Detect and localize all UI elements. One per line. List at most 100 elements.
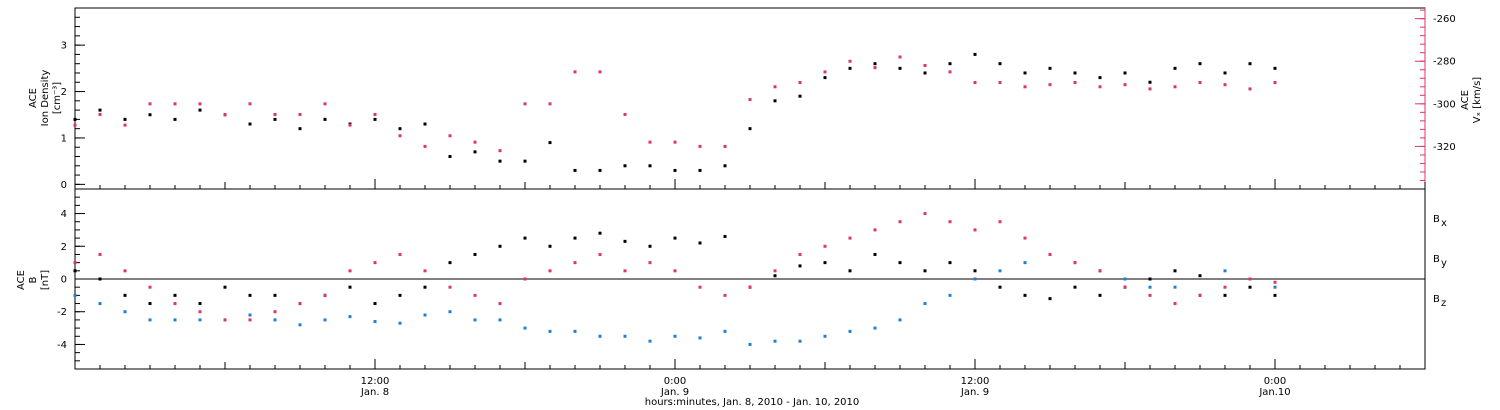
- date-tick-label: Jan. 8: [360, 387, 389, 398]
- By-point: [848, 329, 852, 333]
- Bx-point: [823, 261, 827, 265]
- density-point: [273, 117, 277, 121]
- density-point: [1273, 66, 1277, 70]
- Bx-point: [698, 241, 702, 245]
- density-point: [373, 117, 377, 121]
- density-point: [998, 62, 1002, 66]
- density-tick-label: 2: [61, 87, 67, 98]
- vx-point: [723, 144, 727, 148]
- By-point: [898, 318, 902, 322]
- Bx-point: [598, 231, 602, 235]
- Bx-point: [948, 261, 952, 265]
- By-point: [98, 302, 102, 306]
- time-tick-label: 12:00: [361, 376, 390, 387]
- By-point: [398, 321, 402, 325]
- density-velocity-panel: 0 1 2 3 -260 -280 -300 -320 ACE Ion Density [c…: [28, 7, 1483, 191]
- Bz-point: [73, 261, 77, 265]
- By-point: [923, 302, 927, 306]
- time-tick-label: 12:00: [961, 376, 990, 387]
- density-point: [448, 155, 452, 159]
- bfield-tick-label: -4: [57, 340, 67, 351]
- Bx-point: [773, 274, 777, 278]
- Bz-point: [1073, 261, 1077, 265]
- density-point: [748, 127, 752, 131]
- density-point: [298, 127, 302, 131]
- Bx-point: [523, 236, 527, 240]
- vx-point: [648, 140, 652, 144]
- Bx-point: [623, 239, 627, 243]
- density-axis: 0 1 2 3: [61, 16, 85, 191]
- density-point: [173, 117, 177, 121]
- Bz-point: [748, 285, 752, 289]
- Bx-point: [473, 252, 477, 256]
- Bz-point: [923, 212, 927, 216]
- density-tick-label: 1: [61, 133, 67, 144]
- velocity-tick-label: -280: [1433, 57, 1456, 68]
- vx-point: [223, 112, 227, 116]
- Bx-point: [348, 285, 352, 289]
- vx-point: [573, 70, 577, 74]
- By-point: [198, 318, 202, 322]
- vx-point: [473, 140, 477, 144]
- density-point: [773, 99, 777, 103]
- density-point: [473, 150, 477, 154]
- By-point: [623, 334, 627, 338]
- density-point: [923, 71, 927, 75]
- By-point: [573, 329, 577, 333]
- Bx-point: [1198, 274, 1202, 278]
- By-point: [698, 336, 702, 340]
- date-tick-label: Jan. 9: [960, 387, 989, 398]
- density-point: [898, 66, 902, 70]
- legend-subscript: x: [1441, 218, 1447, 229]
- density-point: [73, 117, 77, 121]
- density-point: [1073, 71, 1077, 75]
- Bx-point: [1248, 285, 1252, 289]
- By-point: [1223, 269, 1227, 273]
- Bz-point: [1023, 236, 1027, 240]
- density-point: [573, 168, 577, 172]
- By-point: [373, 320, 377, 324]
- By-point: [298, 323, 302, 327]
- density-point: [1248, 62, 1252, 66]
- Bx-point: [273, 293, 277, 297]
- date-tick-label: Jan.10: [1258, 387, 1290, 398]
- Bx-point: [923, 269, 927, 273]
- By-point: [1148, 285, 1152, 289]
- density-point: [98, 108, 102, 112]
- density-point: [723, 164, 727, 168]
- velocity-ylabel-line2: Vₓ [km/s]: [1472, 77, 1483, 123]
- density-point: [148, 113, 152, 117]
- bfield-tick-label: 0: [61, 275, 67, 286]
- By-point: [748, 342, 752, 346]
- vx-point: [498, 149, 502, 153]
- vx-point: [373, 112, 377, 116]
- density-point: [1223, 71, 1227, 75]
- vx-point: [198, 102, 202, 106]
- By-point: [598, 334, 602, 338]
- top-data-points: [73, 52, 1277, 172]
- By-point: [798, 339, 802, 343]
- time-tick-label: 0:00: [664, 376, 686, 387]
- Bz-point: [1148, 293, 1152, 297]
- By-point: [673, 334, 677, 338]
- vx-point: [1223, 83, 1227, 87]
- Bx-point: [373, 302, 377, 306]
- vx-point: [1098, 85, 1102, 89]
- vx-point: [773, 85, 777, 89]
- legend-label: B: [1433, 294, 1440, 305]
- Bx-point: [998, 285, 1002, 289]
- By-point: [423, 313, 427, 317]
- Bx-point: [98, 277, 102, 281]
- Bx-point: [973, 269, 977, 273]
- Bz-point: [773, 269, 777, 273]
- x-axis-label: hours:minutes, Jan. 8, 2010 - Jan. 10, 2…: [645, 397, 860, 408]
- density-tick-label: 0: [61, 180, 67, 191]
- vx-point: [1173, 85, 1177, 89]
- Bx-point: [873, 252, 877, 256]
- Bz-point: [373, 261, 377, 265]
- Bz-point: [873, 228, 877, 232]
- Bz-point: [423, 269, 427, 273]
- vx-point: [98, 112, 102, 116]
